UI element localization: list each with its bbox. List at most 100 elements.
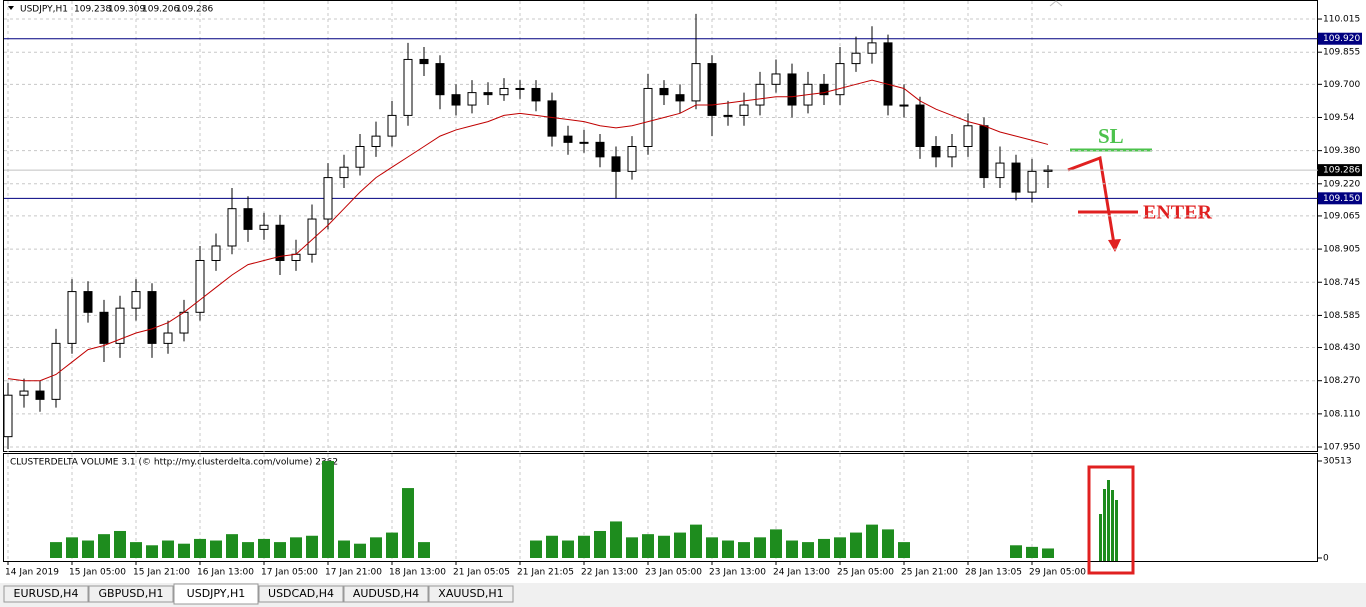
candle-body xyxy=(515,87,525,90)
candle-body xyxy=(931,145,941,158)
pasted-bar xyxy=(1111,490,1114,561)
volume-bar xyxy=(770,529,782,558)
candle-body xyxy=(1011,162,1021,193)
candle-body xyxy=(867,42,877,54)
tab-label[interactable]: AUDUSD,H4 xyxy=(353,587,419,600)
menu-triangle[interactable] xyxy=(8,6,14,10)
volume-bar xyxy=(386,532,398,558)
candle-body xyxy=(115,307,125,344)
volume-bar xyxy=(898,542,910,558)
tab-label[interactable]: XAUUSD,H1 xyxy=(438,587,503,600)
candle-body xyxy=(995,162,1005,179)
candle-body xyxy=(403,58,413,116)
y-tick-label: 108.745 xyxy=(1323,278,1360,288)
highlight-box xyxy=(1087,465,1135,575)
volume-bar xyxy=(322,461,334,558)
volume-bar xyxy=(818,538,830,558)
candle-body xyxy=(227,208,237,247)
candle-body xyxy=(467,92,477,106)
volume-bar xyxy=(1010,545,1022,558)
candle-body xyxy=(659,87,669,96)
x-tick-label: 15 Jan 05:00 xyxy=(69,568,126,578)
tab-label[interactable]: USDJPY,H1 xyxy=(187,587,246,600)
candle-body xyxy=(355,145,365,168)
tab-label[interactable]: GBPUSD,H1 xyxy=(99,587,164,600)
volume-bar xyxy=(306,535,318,558)
x-tick-label: 21 Jan 21:05 xyxy=(517,568,574,578)
volume-bar xyxy=(210,540,222,558)
y-tick-label: 109.700 xyxy=(1323,80,1360,90)
candle-body xyxy=(723,114,733,117)
volume-bar xyxy=(258,538,270,558)
tab[interactable] xyxy=(3,585,89,603)
level-label: 109.150 xyxy=(1323,194,1360,204)
candle-body xyxy=(643,87,653,147)
y-tick-label: 108.905 xyxy=(1323,245,1360,255)
volume-bar xyxy=(738,542,750,558)
moving-average xyxy=(7,79,1049,382)
candle-body xyxy=(275,224,285,261)
candle-body xyxy=(771,73,781,85)
candle-body xyxy=(211,245,221,261)
volume-bar xyxy=(626,537,638,558)
volume-bar xyxy=(146,545,158,558)
volume-bar xyxy=(866,524,878,558)
volume-bar xyxy=(178,543,190,558)
candle-body xyxy=(851,52,861,65)
symbol-title: USDJPY,H1 xyxy=(20,5,68,15)
candle-body xyxy=(195,259,205,313)
candle-body xyxy=(339,166,349,179)
y-tick-label: 109.855 xyxy=(1323,48,1360,58)
enter-label: ENTER xyxy=(1143,202,1212,224)
x-tick-label: 21 Jan 05:05 xyxy=(453,568,510,578)
tab-label[interactable]: USDCAD,H4 xyxy=(268,587,334,600)
volume-bar xyxy=(402,488,414,558)
level-label-bg xyxy=(1318,32,1362,45)
candle-body xyxy=(67,291,77,344)
volume-bar xyxy=(50,542,62,558)
volume-bar xyxy=(674,532,686,558)
volume-bar xyxy=(290,537,302,558)
current-price-bg xyxy=(1318,164,1362,177)
tab[interactable] xyxy=(173,583,259,605)
x-tick-label: 22 Jan 13:00 xyxy=(581,568,638,578)
current-price-label: 109.286 xyxy=(1323,166,1360,176)
y-tick-label: 108.585 xyxy=(1323,311,1360,321)
volume-bar xyxy=(82,540,94,558)
level-label-bg xyxy=(1318,192,1362,205)
volume-frame xyxy=(3,453,1318,562)
y-tick-label: 109.54 xyxy=(1323,113,1355,123)
tab[interactable] xyxy=(88,585,174,603)
pasted-volume xyxy=(1099,480,1118,561)
volume-bar xyxy=(418,542,430,558)
candle-body xyxy=(1043,169,1053,172)
tab[interactable] xyxy=(258,585,344,603)
candle-body xyxy=(835,63,845,96)
x-tick-label: 17 Jan 05:00 xyxy=(261,568,318,578)
candle-body xyxy=(35,390,45,400)
volume-bar xyxy=(98,534,110,558)
volume-bar xyxy=(226,534,238,558)
candle-body xyxy=(563,135,573,143)
candle-body xyxy=(883,42,893,106)
volume-bar xyxy=(834,537,846,558)
scroll-arrow[interactable] xyxy=(1049,0,1063,7)
candle-body xyxy=(963,125,973,147)
candle-body xyxy=(371,135,381,147)
tab[interactable] xyxy=(343,585,429,603)
tab-label[interactable]: EURUSD,H4 xyxy=(14,587,79,600)
candle-body xyxy=(819,83,829,96)
volume-bar xyxy=(642,534,654,558)
candle-body xyxy=(707,63,717,116)
candle-body xyxy=(691,63,701,102)
tab[interactable] xyxy=(428,585,514,603)
header-value: 109.286 xyxy=(176,5,213,15)
volume-bar xyxy=(370,537,382,558)
candle-body xyxy=(435,63,445,96)
y-tick-label: 30513 xyxy=(1323,457,1352,467)
volume-bar xyxy=(1026,546,1038,558)
candle-body xyxy=(499,87,509,96)
volume-bar xyxy=(194,538,206,558)
tabs: EURUSD,H4 GBPUSD,H1 USDJPY,H1 USDCAD,H4 AUDU… xyxy=(3,583,514,605)
